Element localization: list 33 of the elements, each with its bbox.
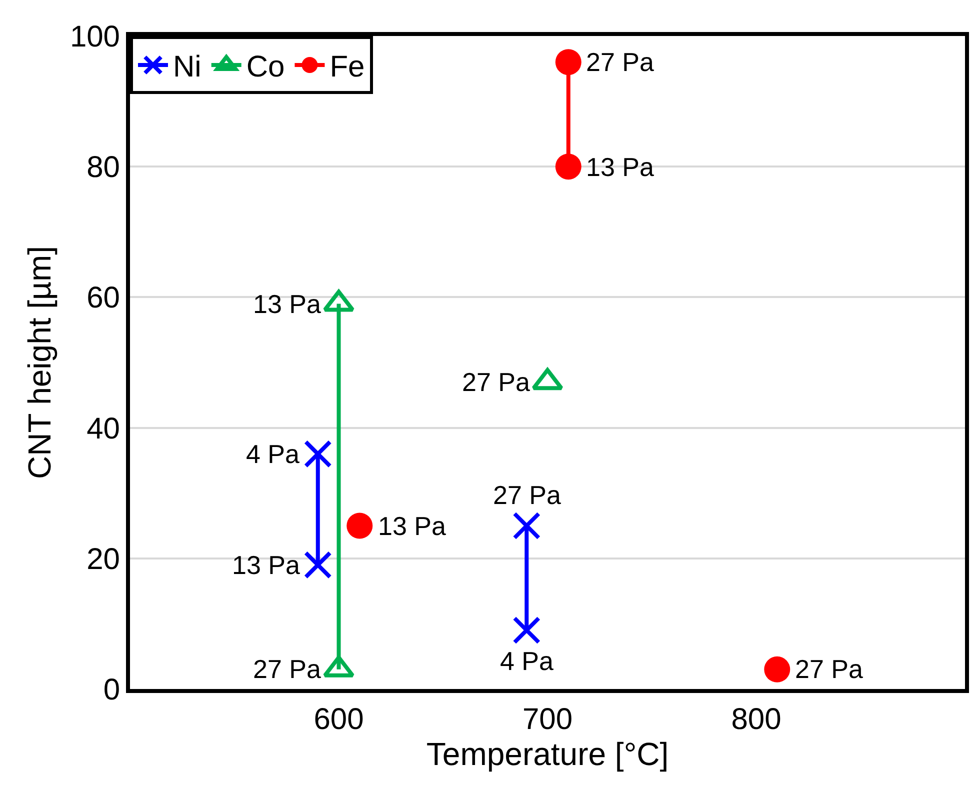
y-axis-title: CNT height [µm]	[22, 246, 58, 480]
annotation: 4 Pa	[500, 646, 554, 676]
point	[304, 440, 332, 468]
legend-label: Fe	[330, 50, 365, 84]
y-tick-label: 80	[86, 151, 120, 184]
y-tick-label: 100	[70, 20, 120, 54]
legend-label: Co	[246, 50, 285, 84]
annotation: 13 Pa	[378, 511, 446, 541]
annotation: 27 Pa	[462, 367, 530, 397]
x-tick-label: 800	[731, 703, 782, 736]
annotation: 13 Pa	[586, 152, 654, 182]
annotation: 27 Pa	[493, 480, 562, 510]
annotation: 27 Pa	[795, 654, 864, 684]
point	[555, 49, 582, 76]
legend-label: Ni	[173, 50, 202, 84]
annotation: 27 Pa	[586, 47, 654, 77]
point	[512, 616, 541, 644]
point	[764, 656, 790, 682]
point	[555, 154, 582, 180]
x-tick-label: 700	[522, 703, 573, 736]
y-tick-label: 0	[103, 674, 120, 706]
point	[512, 512, 541, 540]
annotation: 13 Pa	[232, 550, 300, 580]
y-tick-label: 40	[86, 412, 120, 446]
x-tick-label: 600	[314, 703, 364, 736]
annotation: 27 Pa	[253, 654, 322, 684]
point	[304, 550, 332, 579]
annotation: 4 Pa	[246, 439, 300, 469]
x-axis-title: Temperature [°C]	[426, 736, 669, 772]
y-tick-label: 60	[86, 282, 120, 315]
annotation: 13 Pa	[253, 289, 322, 319]
point	[346, 512, 373, 539]
y-tick-label: 20	[86, 542, 120, 576]
